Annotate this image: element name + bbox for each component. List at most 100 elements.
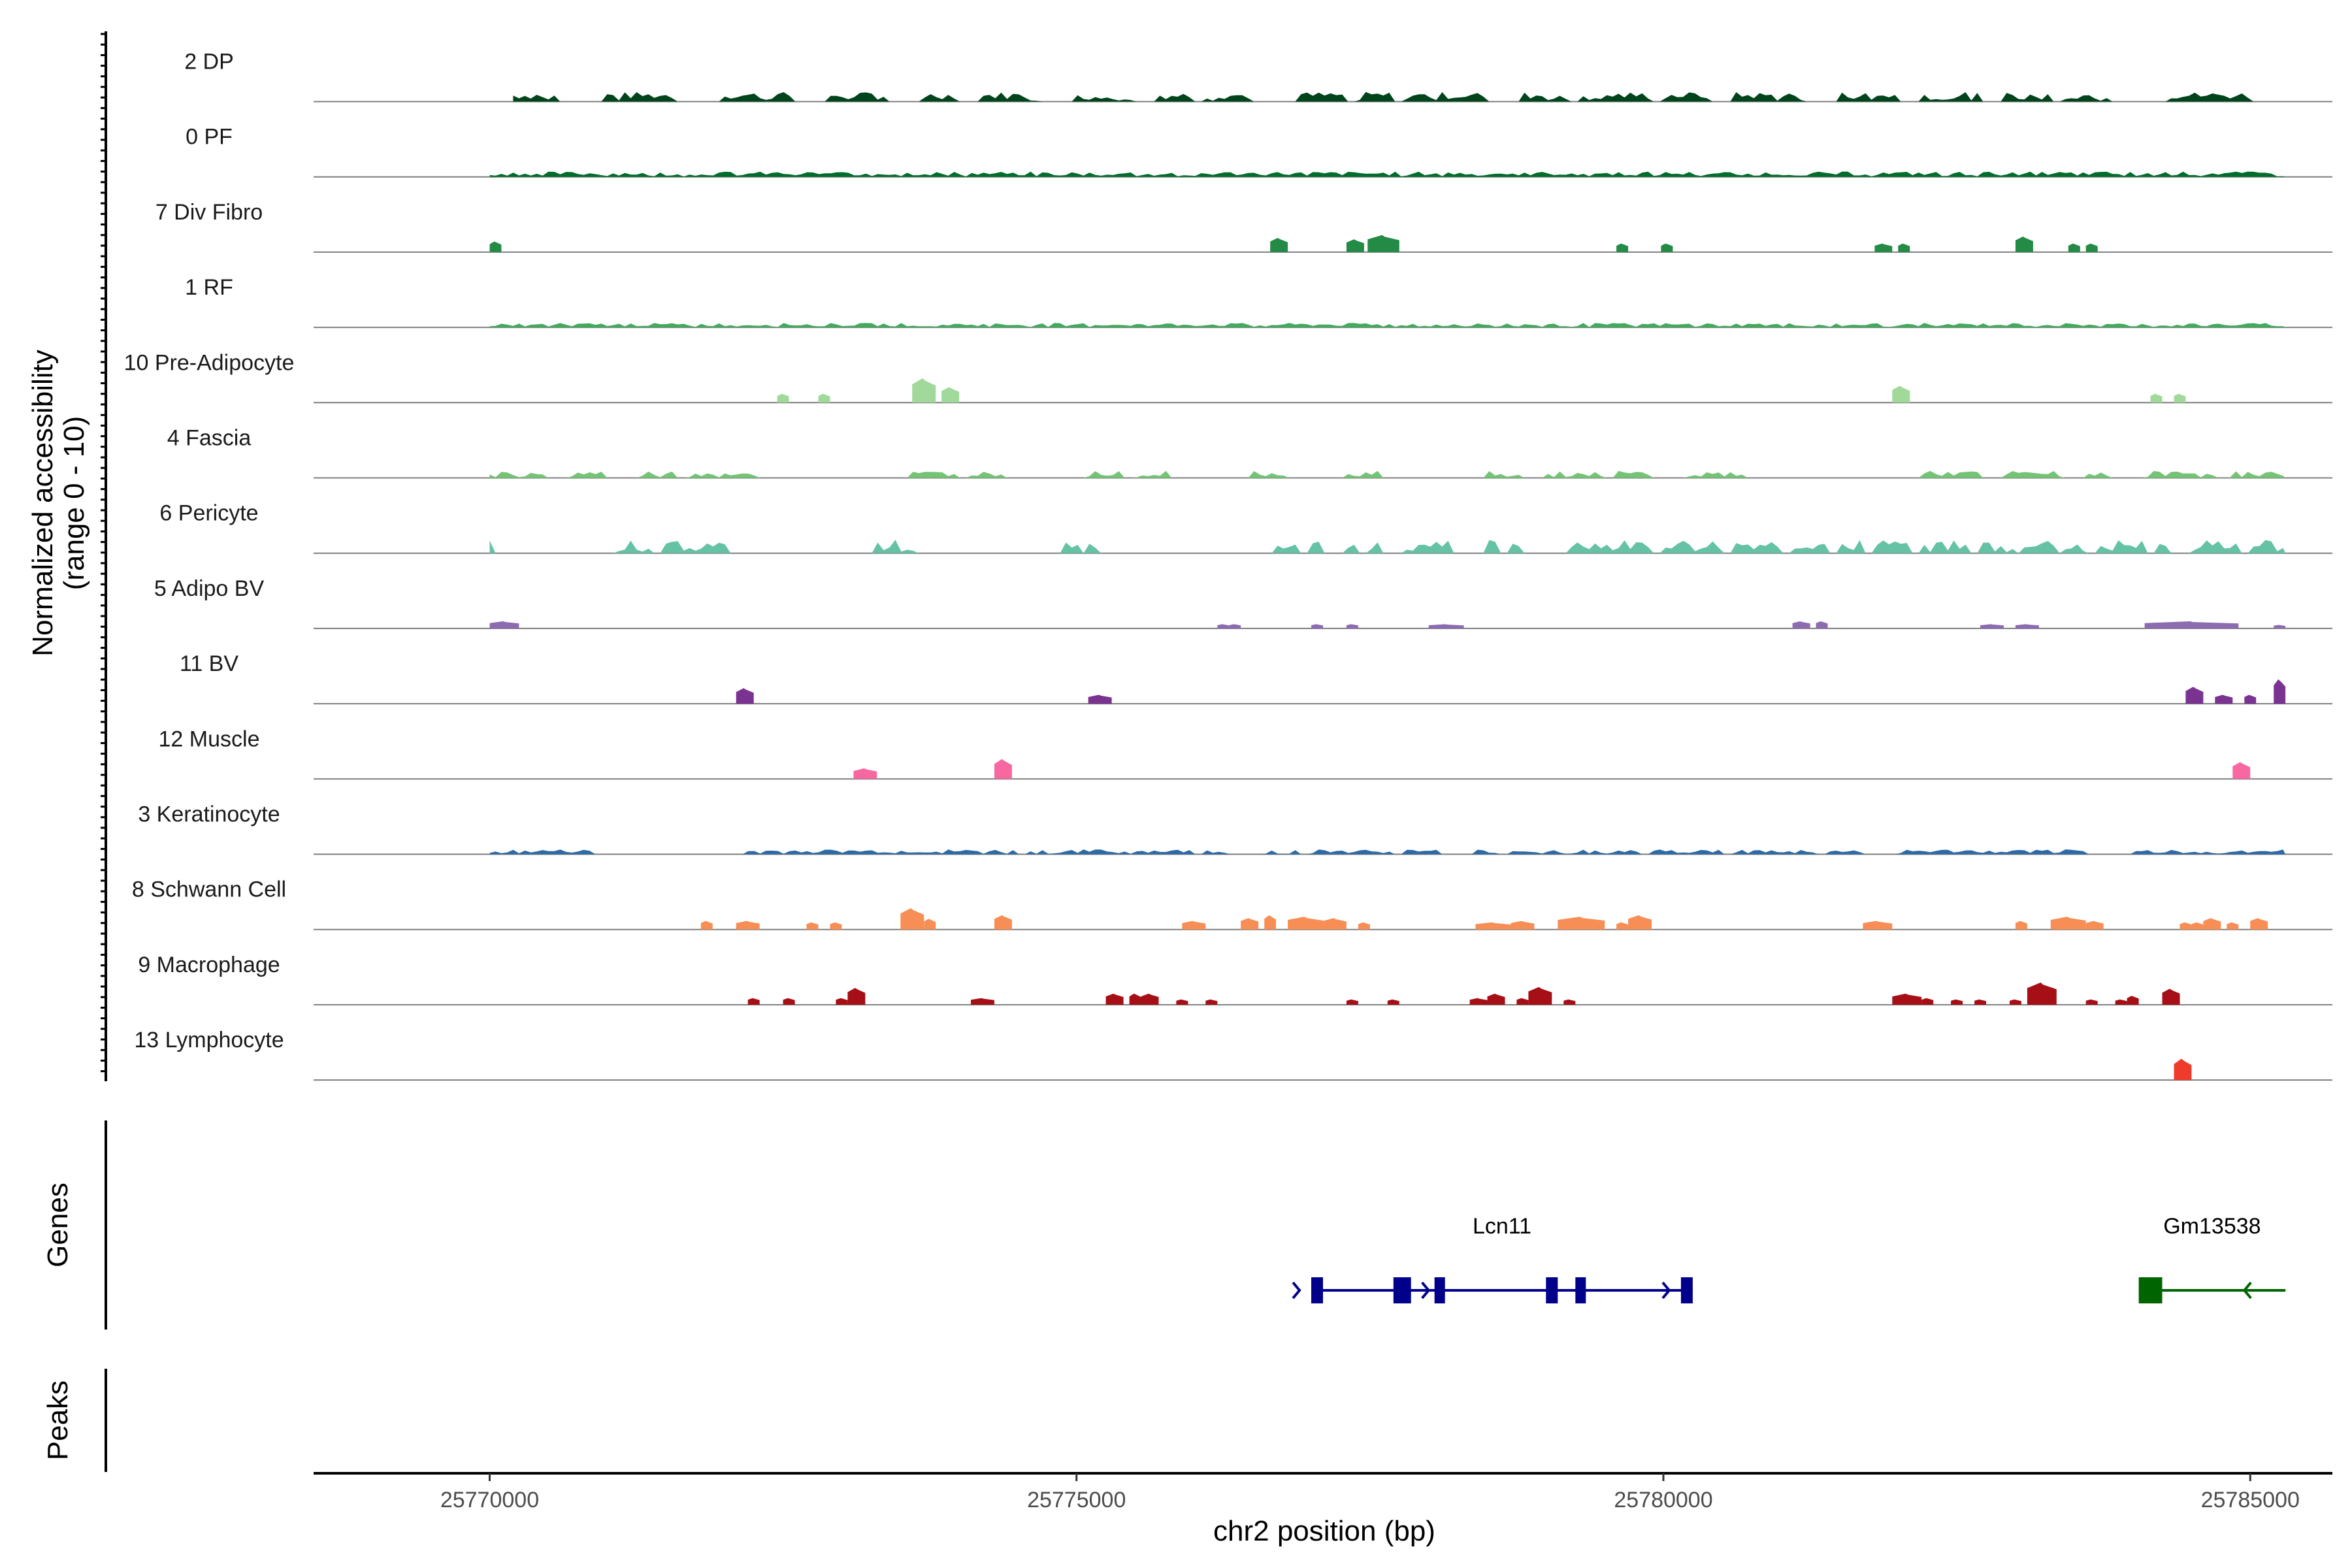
coverage-peak xyxy=(1487,993,1505,1005)
coverage-peak xyxy=(2274,625,2286,629)
track-label: 2 DP xyxy=(184,50,234,74)
coverage-area xyxy=(489,849,2286,855)
coverage-peak xyxy=(924,919,936,930)
track-10-pre-adipocyte: 10 Pre-Adipocyte xyxy=(124,350,2332,404)
coverage-peak xyxy=(1951,999,1963,1005)
x-axis-title: chr2 position (bp) xyxy=(1213,1515,1435,1547)
track-11-bv: 11 BV xyxy=(180,651,2332,705)
coverage-peak xyxy=(2085,921,2104,930)
coverage-peak xyxy=(1863,921,1893,930)
track-label: 6 Pericyte xyxy=(159,501,258,526)
y-axis-title-line1: Normalized accessibility xyxy=(27,350,59,656)
coverage-peak xyxy=(1428,624,1464,629)
coverage-peak xyxy=(1229,624,1241,629)
coverage-peak xyxy=(1323,918,1347,930)
gene-label: Gm13538 xyxy=(2163,1214,2261,1239)
coverage-peak xyxy=(1616,922,1629,930)
coverage-peak xyxy=(1270,238,1288,252)
coverage-peak xyxy=(1311,624,1323,629)
coverage-peak xyxy=(783,998,795,1005)
coverage-peak xyxy=(994,915,1012,930)
coverage-peak xyxy=(847,988,866,1005)
coverage-area xyxy=(489,540,2286,553)
track-label: 3 Keratinocyte xyxy=(138,802,280,827)
track-3-keratinocyte: 3 Keratinocyte xyxy=(138,802,2332,855)
x-axis: 25770000 25775000 25780000 25785000 xyxy=(314,1472,2332,1512)
coverage-peak xyxy=(2027,982,2057,1005)
coverage-peak xyxy=(1974,999,1986,1005)
track-label: 0 PF xyxy=(186,125,233,150)
track-0-pf: 0 PF xyxy=(186,125,2332,178)
track-13-lymphocyte: 13 Lymphocyte xyxy=(134,1028,2332,1081)
coverage-peak xyxy=(912,378,936,403)
coverage-peak xyxy=(1217,624,1230,629)
gene-exon xyxy=(1575,1277,1586,1303)
coverage-peak xyxy=(489,621,519,629)
coverage-peak xyxy=(1241,918,1259,930)
track-label: 10 Pre-Adipocyte xyxy=(124,350,295,375)
coverage-peak xyxy=(1176,999,1188,1005)
coverage-peak xyxy=(2191,922,2204,930)
track-label: 5 Adipo BV xyxy=(154,576,265,601)
coverage-peak xyxy=(1528,987,1552,1005)
x-tick-label: 25775000 xyxy=(1027,1488,1126,1512)
coverage-peak xyxy=(1516,998,1529,1005)
gene-exon xyxy=(1434,1277,1445,1303)
coverage-area xyxy=(489,470,2286,478)
coverage-tracks: 2 DP 0 PF 7 Div Fibro 1 RF 10 Pre-Adipocyte 4… xyxy=(124,50,2332,1081)
coverage-peak xyxy=(2180,922,2192,930)
coverage-peak xyxy=(1898,243,1910,252)
coverage-peak xyxy=(2162,988,2180,1005)
track-2-dp: 2 DP xyxy=(184,50,2332,103)
track-4-fascia: 4 Fascia xyxy=(167,426,2332,479)
coverage-peak xyxy=(1980,624,2004,629)
coverage-peak xyxy=(2085,243,2098,252)
coverage-peak xyxy=(1792,621,1810,629)
gene-exon xyxy=(1311,1277,1323,1303)
strand-arrow xyxy=(2242,1281,2252,1299)
coverage-area xyxy=(489,323,2286,328)
coverage-peak xyxy=(1892,385,1910,403)
coverage-area xyxy=(489,171,2286,177)
track-label: 7 Div Fibro xyxy=(155,200,263,225)
coverage-peak xyxy=(736,688,754,704)
coverage-peak xyxy=(1387,999,1399,1005)
coverage-peak xyxy=(1816,621,1828,629)
coverage-peak xyxy=(2227,922,2239,930)
gene-annotations: Lcn11 Gm13538 xyxy=(1292,1214,2286,1303)
coverage-peak xyxy=(1346,999,1358,1005)
coverage-peak xyxy=(747,998,760,1005)
coverage-peak xyxy=(1469,998,1488,1005)
coverage-area xyxy=(513,91,2280,102)
x-tick-label: 25785000 xyxy=(2201,1488,2300,1512)
coverage-peak xyxy=(818,393,830,403)
coverage-peak xyxy=(806,922,819,930)
coverage-peak xyxy=(1892,993,1922,1005)
coverage-peak xyxy=(2015,624,2039,629)
track-1-rf: 1 RF xyxy=(185,275,2332,329)
coverage-peak xyxy=(1346,239,1364,252)
coverage-peak xyxy=(2015,921,2027,930)
coverage-peak xyxy=(2050,917,2086,930)
gene-exon xyxy=(1546,1277,1558,1303)
coverage-peak xyxy=(2185,687,2204,704)
coverage-peak xyxy=(971,998,994,1005)
coverage-peak xyxy=(2232,762,2251,779)
coverage-peak xyxy=(1921,998,1934,1005)
track-label: 9 Macrophage xyxy=(138,953,280,977)
coverage-peak xyxy=(1661,243,1673,252)
coverage-peak xyxy=(2085,999,2098,1005)
coverage-peak xyxy=(489,241,502,252)
gene-exon xyxy=(1680,1277,1693,1303)
coverage-peak xyxy=(1558,917,1605,930)
track-9-macrophage: 9 Macrophage xyxy=(138,953,2332,1005)
coverage-peak xyxy=(777,393,789,403)
genes-panel-label: Genes xyxy=(42,1183,74,1267)
coverage-peak xyxy=(1367,235,1399,252)
coverage-peak xyxy=(736,921,760,930)
gene-lcn11: Lcn11 xyxy=(1292,1214,1693,1303)
coverage-peak xyxy=(2127,996,2139,1005)
strand-arrow xyxy=(1661,1281,1671,1299)
coverage-peak xyxy=(2010,999,2021,1005)
coverage-peak xyxy=(2244,694,2257,704)
